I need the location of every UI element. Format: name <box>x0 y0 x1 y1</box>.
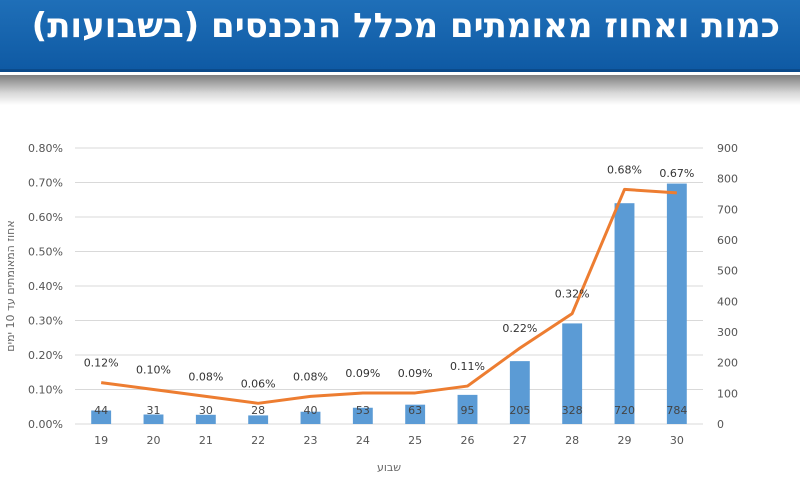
bar-value-label: 53 <box>356 404 370 417</box>
line-data-label: 0.68% <box>607 163 642 176</box>
y-tick-label: 0.60% <box>28 211 63 224</box>
y-tick-label: 0.30% <box>28 315 63 328</box>
y-tick-label: 0.10% <box>28 384 63 397</box>
bar-value-label: 40 <box>304 404 318 417</box>
x-axis-title: שבוע <box>377 461 401 474</box>
y2-tick-label: 0 <box>717 418 724 431</box>
y2-tick-label: 800 <box>717 173 738 186</box>
y-tick-label: 0.70% <box>28 177 63 190</box>
y-tick-label: 0.00% <box>28 418 63 431</box>
bar <box>195 414 216 424</box>
bar-value-label: 44 <box>94 404 108 417</box>
line-data-label: 0.67% <box>659 167 694 180</box>
bar-value-label: 30 <box>199 404 213 417</box>
y2-tick-label: 300 <box>717 326 738 339</box>
x-tick-label: 20 <box>147 434 161 447</box>
page-title: כמות ואחוז מאומתים מכלל הנכנסים (בשבועות… <box>31 6 780 46</box>
bar-value-label: 328 <box>562 404 583 417</box>
bar <box>405 404 426 424</box>
bar <box>143 414 164 424</box>
bar <box>352 407 373 424</box>
x-tick-label: 23 <box>304 434 318 447</box>
bar <box>300 411 321 424</box>
line-data-label: 0.08% <box>293 370 328 383</box>
y2-tick-label: 200 <box>717 357 738 370</box>
bar <box>248 415 269 424</box>
y2-tick-label: 600 <box>717 234 738 247</box>
line-data-label: 0.12% <box>84 357 119 370</box>
header-shadow <box>0 75 800 105</box>
x-tick-label: 28 <box>565 434 579 447</box>
x-tick-label: 21 <box>199 434 213 447</box>
bar <box>509 361 530 424</box>
line-data-label: 0.09% <box>398 367 433 380</box>
x-tick-label: 19 <box>94 434 108 447</box>
line-data-label: 0.22% <box>502 322 537 335</box>
bar-value-label: 720 <box>614 404 635 417</box>
line-data-label: 0.08% <box>188 370 223 383</box>
x-tick-label: 29 <box>618 434 632 447</box>
y-tick-label: 0.40% <box>28 280 63 293</box>
bar-value-label: 28 <box>251 404 265 417</box>
line-data-label: 0.10% <box>136 364 171 377</box>
x-tick-label: 26 <box>461 434 475 447</box>
y2-tick-label: 400 <box>717 295 738 308</box>
bar-value-label: 63 <box>408 404 422 417</box>
line-data-label: 0.06% <box>241 377 276 390</box>
line-data-label: 0.09% <box>345 367 380 380</box>
bar <box>457 394 478 424</box>
x-tick-label: 24 <box>356 434 370 447</box>
x-tick-label: 22 <box>251 434 265 447</box>
line-data-label: 0.32% <box>555 288 590 301</box>
x-tick-label: 27 <box>513 434 527 447</box>
y-tick-label: 0.20% <box>28 349 63 362</box>
y2-tick-label: 500 <box>717 265 738 278</box>
y2-tick-label: 900 <box>717 142 738 155</box>
y2-tick-label: 700 <box>717 203 738 216</box>
x-tick-label: 25 <box>408 434 422 447</box>
bar <box>562 323 583 424</box>
bar <box>91 410 112 424</box>
y-tick-label: 0.80% <box>28 142 63 155</box>
series-line <box>100 187 677 405</box>
bar-value-label: 784 <box>666 404 687 417</box>
y-axis-title: אחוז המאומתים עד 10 ימים <box>4 220 17 351</box>
header-banner: כמות ואחוז מאומתים מכלל הנכנסים (בשבועות… <box>0 0 800 72</box>
bar-value-label: 31 <box>147 404 161 417</box>
x-tick-label: 30 <box>670 434 684 447</box>
bar <box>666 183 687 424</box>
line-data-label: 0.11% <box>450 360 485 373</box>
y2-tick-label: 100 <box>717 387 738 400</box>
bar-value-label: 95 <box>461 404 475 417</box>
y-tick-label: 0.50% <box>28 246 63 259</box>
bar-value-label: 205 <box>509 404 530 417</box>
bar <box>614 203 635 424</box>
